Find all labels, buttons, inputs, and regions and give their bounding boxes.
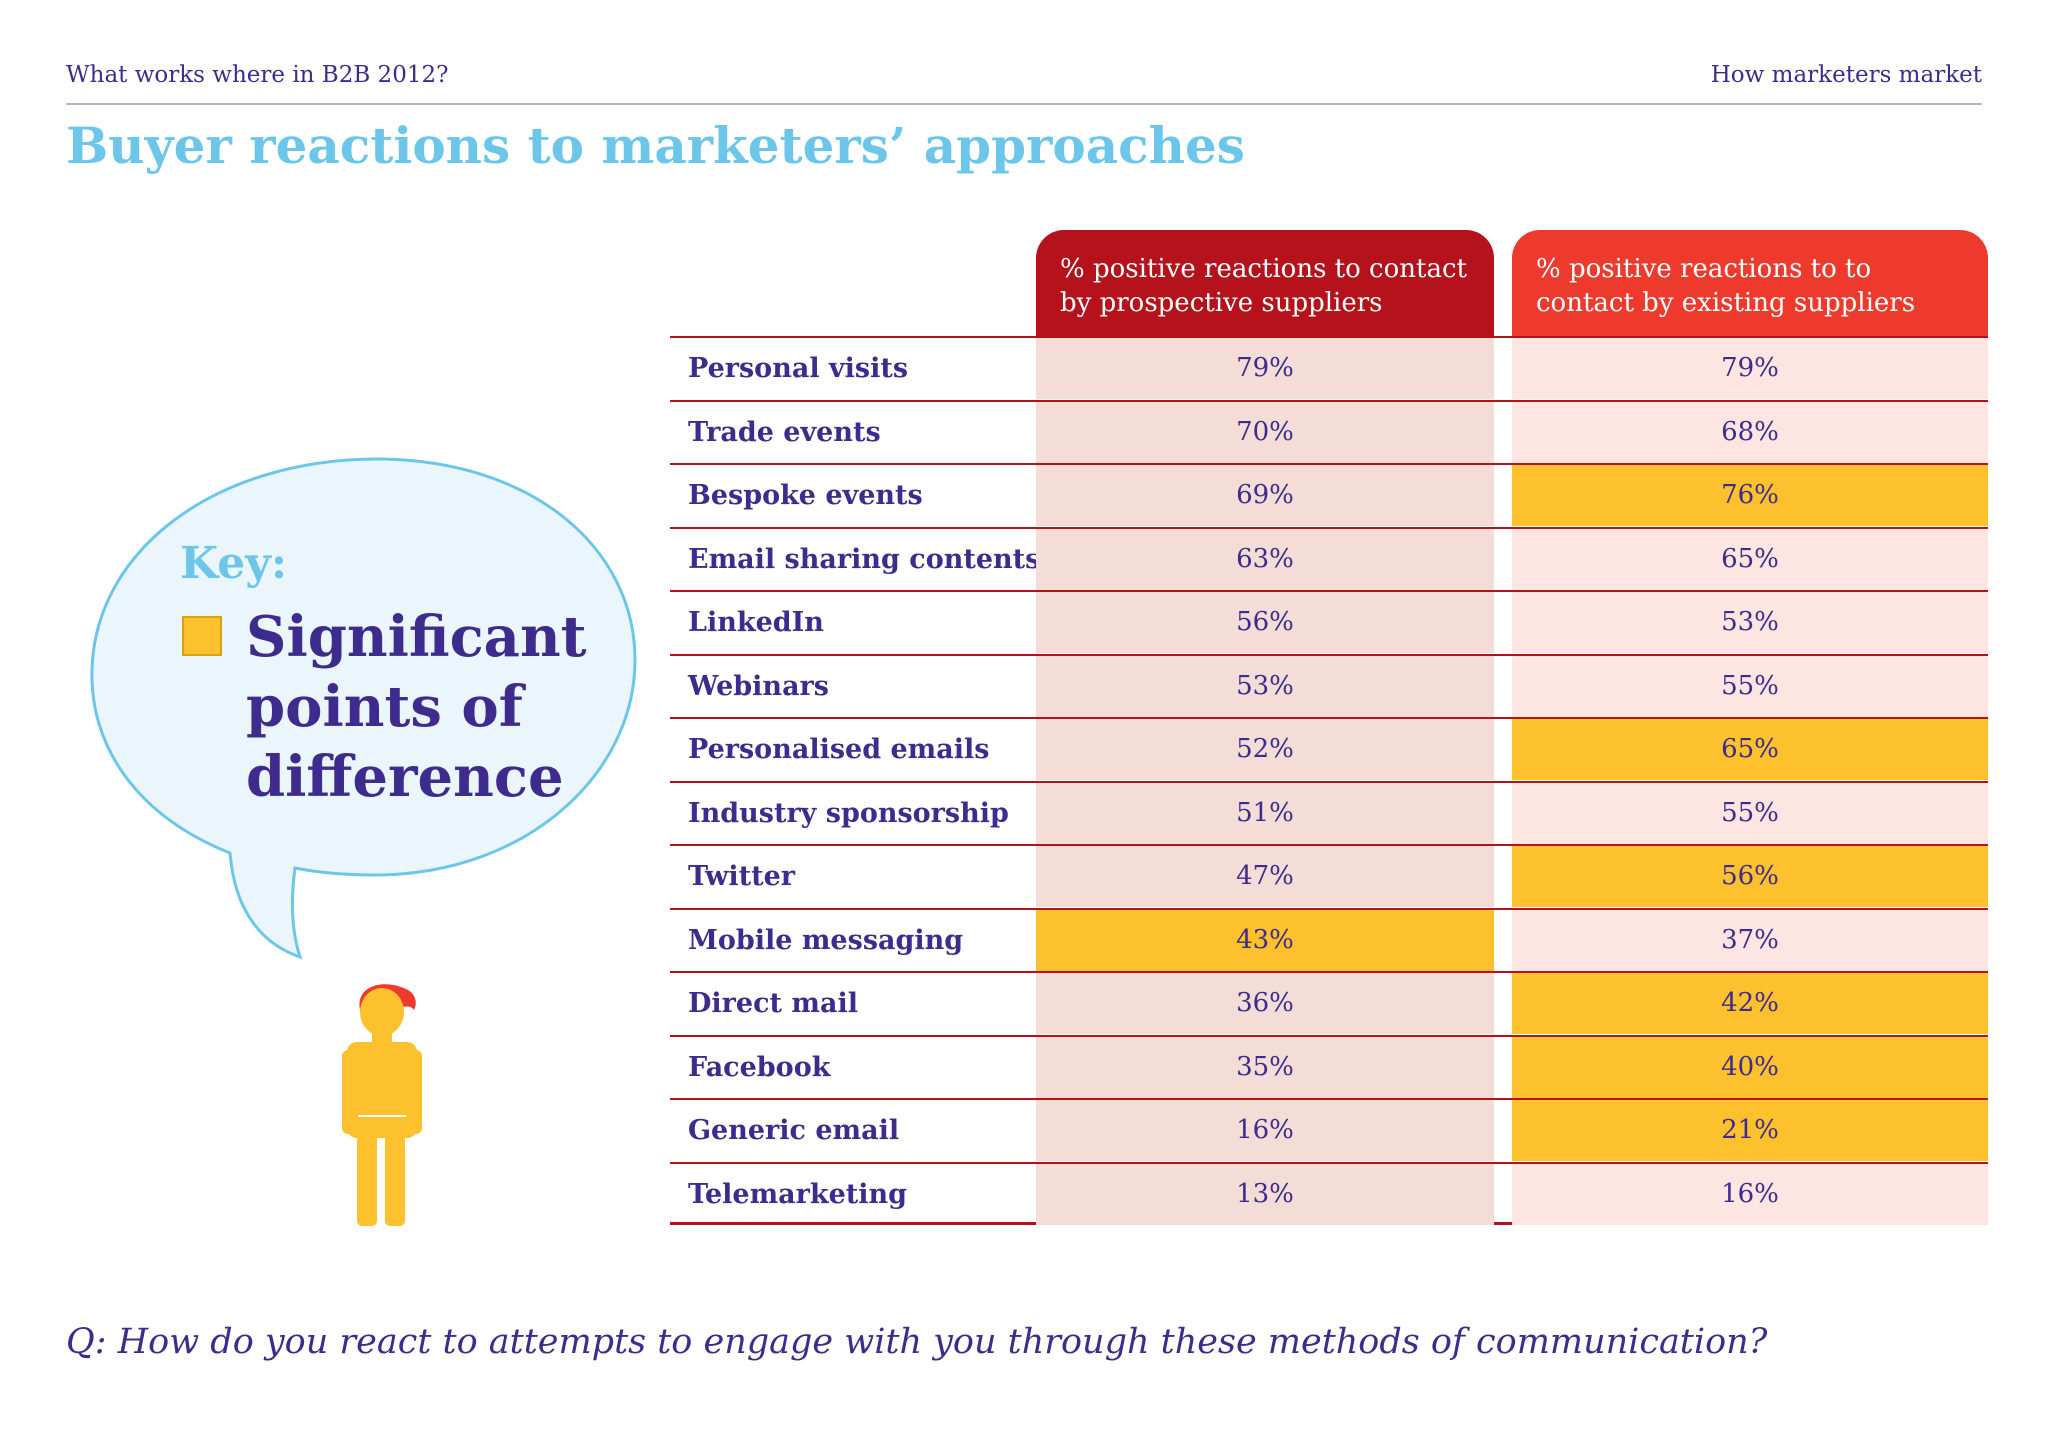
survey-question: Q: How do you react to attempts to engag… — [66, 1322, 1768, 1362]
table-row: Telemarketing 13% 16% — [670, 1161, 1988, 1225]
cell-prospective: 63% — [1036, 528, 1494, 590]
cell-prospective: 53% — [1036, 655, 1494, 717]
table-row: Webinars 53% 55% — [670, 653, 1988, 718]
cell-existing: 65% — [1512, 528, 1988, 590]
key-swatch — [182, 616, 222, 656]
table-row: Email sharing contents 63% 65% — [670, 526, 1988, 591]
cell-existing: 16% — [1512, 1163, 1988, 1225]
cell-existing: 76% — [1512, 465, 1988, 526]
row-label: Personalised emails — [688, 734, 990, 765]
row-label: Telemarketing — [688, 1178, 908, 1210]
cell-prospective: 70% — [1036, 401, 1494, 463]
cell-prospective: 51% — [1036, 782, 1494, 844]
cell-prospective: 16% — [1036, 1100, 1494, 1161]
table-row: Generic email 16% 21% — [670, 1098, 1988, 1162]
column-header-prospective: % positive reactions to contact by prosp… — [1036, 230, 1494, 338]
section-title: How marketers market — [1710, 62, 1982, 88]
cell-existing: 42% — [1512, 973, 1988, 1034]
cell-existing: 68% — [1512, 401, 1988, 463]
table-row: LinkedIn 56% 53% — [670, 590, 1988, 654]
row-label: Direct mail — [688, 988, 858, 1019]
column-header-existing: % positive reactions to to contact by ex… — [1512, 230, 1988, 338]
cell-existing: 40% — [1512, 1036, 1988, 1098]
cell-prospective: 35% — [1036, 1036, 1494, 1098]
cell-prospective: 36% — [1036, 973, 1494, 1034]
cell-existing: 55% — [1512, 782, 1988, 844]
cell-existing: 79% — [1512, 338, 1988, 399]
row-label: Bespoke events — [688, 480, 923, 511]
row-label: Twitter — [688, 861, 795, 892]
table-row: Facebook 35% 40% — [670, 1034, 1988, 1099]
cell-prospective: 56% — [1036, 592, 1494, 653]
reactions-table: Personal visits 79% 79% Trade events 70% 68% B… — [670, 336, 1988, 1225]
cell-existing: 53% — [1512, 592, 1988, 653]
header-divider — [66, 103, 1982, 105]
table-row: Industry sponsorship 51% 55% — [670, 780, 1988, 845]
row-label: Webinars — [688, 670, 829, 702]
doc-title: What works where in B2B 2012? — [66, 62, 449, 88]
person-icon — [342, 984, 422, 1226]
cell-existing: 21% — [1512, 1100, 1988, 1161]
cell-prospective: 43% — [1036, 909, 1494, 971]
row-label: Personal visits — [688, 353, 909, 384]
speech-bubble-icon — [90, 457, 637, 960]
key-label: Key: — [180, 538, 288, 589]
cell-existing: 65% — [1512, 719, 1988, 780]
page-title: Buyer reactions to marketers’ approaches — [66, 116, 1245, 175]
table-row: Mobile messaging 43% 37% — [670, 907, 1988, 972]
row-label: Email sharing contents — [688, 543, 1041, 575]
row-label: Trade events — [688, 416, 881, 448]
table-row: Personalised emails 52% 65% — [670, 717, 1988, 781]
table-row: Personal visits 79% 79% — [670, 336, 1988, 400]
row-label: Industry sponsorship — [688, 797, 1009, 829]
cell-prospective: 47% — [1036, 846, 1494, 907]
cell-prospective: 79% — [1036, 338, 1494, 399]
cell-existing: 37% — [1512, 909, 1988, 971]
row-label: Mobile messaging — [688, 924, 964, 956]
cell-prospective: 13% — [1036, 1163, 1494, 1225]
row-label: Generic email — [688, 1115, 900, 1146]
cell-prospective: 69% — [1036, 465, 1494, 526]
key-description: Significant points of difference — [246, 604, 587, 810]
table-row: Direct mail 36% 42% — [670, 971, 1988, 1035]
table-row: Twitter 47% 56% — [670, 844, 1988, 908]
table-row: Trade events 70% 68% — [670, 399, 1988, 464]
cell-existing: 55% — [1512, 655, 1988, 717]
row-label: LinkedIn — [688, 607, 824, 638]
table-row: Bespoke events 69% 76% — [670, 463, 1988, 527]
row-label: Facebook — [688, 1051, 831, 1083]
cell-existing: 56% — [1512, 846, 1988, 907]
cell-prospective: 52% — [1036, 719, 1494, 780]
